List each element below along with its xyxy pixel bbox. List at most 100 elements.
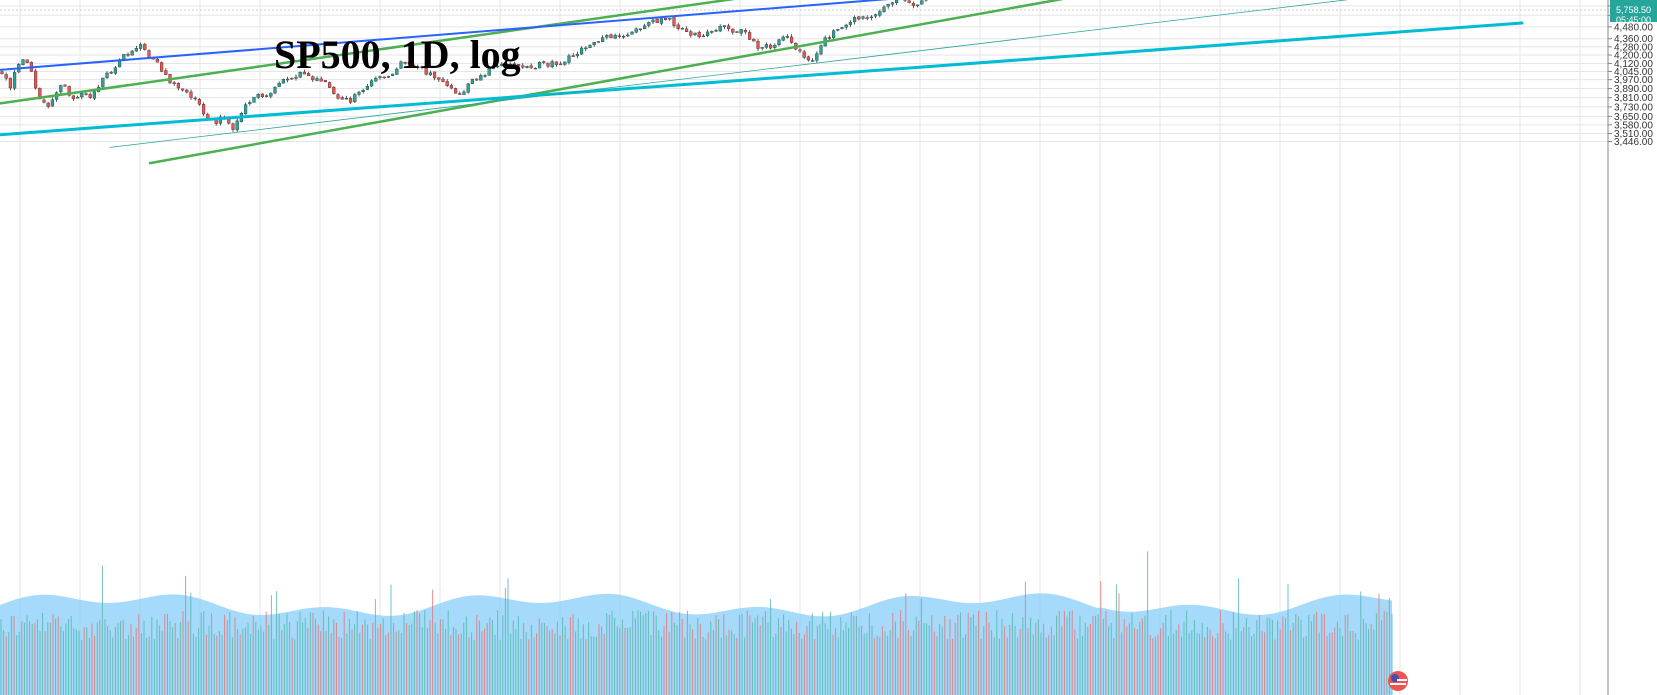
candle-body [332,87,336,95]
candle-body [571,55,575,57]
candle-body [563,61,567,65]
candle-body [668,18,672,20]
candle-body [890,2,894,5]
candle-body [777,39,781,46]
candle-body [113,67,117,74]
candle-body [697,32,701,37]
candle-body [105,72,109,79]
candle-body [504,63,508,66]
candle-body [714,30,718,32]
candle-body [689,31,693,36]
candle-body [853,17,857,23]
candle-body [781,36,785,41]
candle-body [433,71,437,79]
candle-body [706,31,710,36]
price-tick-label: 4,280.00 [1614,42,1653,53]
candle-body [718,26,722,32]
candle-body [638,28,642,30]
candle-body [193,97,197,100]
candle-body [134,48,138,52]
candle-body [12,72,17,89]
candle-body [340,97,344,100]
candle-body [878,11,882,16]
candle-body [42,99,46,103]
candle-body [180,88,185,91]
candle-body [907,0,911,3]
candle-body [454,88,458,94]
price-tick-label: 4,045.00 [1614,67,1653,78]
candle-body [101,77,105,88]
candle-body [197,99,201,105]
candle-body [231,123,235,130]
candle-body [172,82,176,84]
candle-body [147,50,151,58]
candle-body [731,28,735,33]
candle-body [727,25,731,29]
price-tick-label: 3,446.00 [1614,137,1653,148]
candle-body [386,76,390,78]
candle-body [248,102,252,104]
candle-body [63,84,67,87]
candle-body [441,78,445,82]
candle-body [617,35,621,38]
candle-body [176,82,180,89]
volume-histogram [0,551,1393,695]
candle-body [554,61,558,65]
price-tick-label: 4,120.00 [1614,59,1653,70]
candle-body [567,55,571,63]
candle-body [420,66,424,68]
candle-body [475,78,479,81]
candle-body [832,30,836,38]
price-tick-label: 3,650.00 [1614,112,1653,123]
trendline [148,0,1064,165]
candle-body [294,76,298,79]
candle-body [34,70,38,89]
candle-body [412,64,416,68]
candle-body [319,78,323,82]
candle-body [277,82,281,87]
price-tick-label: 3,580.00 [1614,120,1653,131]
candle-body [424,67,428,75]
candle-body [130,50,134,56]
candle-body [811,60,815,62]
candle-body [155,58,159,63]
candle-body [235,120,239,131]
candle-body [395,68,399,75]
candle-body [286,78,290,81]
candle-body [861,16,865,19]
last-price-badge [1610,0,1657,22]
candle-body [857,16,861,20]
candle-body [487,68,491,76]
candle-body [483,75,487,77]
candle-body [281,78,285,84]
candle-body [407,61,411,65]
candle-body [634,28,638,33]
flag-stripe-icon [1390,683,1406,685]
candle-body [0,71,4,75]
candle-body [21,59,25,66]
price-tick-label: 3,730.00 [1614,102,1653,113]
candle-body [840,27,844,29]
candle-body [601,37,605,42]
flag-badge[interactable] [1388,671,1408,691]
candle-body [500,63,504,66]
last-price-value: 5,758.50 [1616,5,1651,15]
candle-body [25,59,29,63]
candle-body [517,64,521,66]
candle-body [437,77,441,80]
price-axis[interactable]: 5,500.005,400.005,300.005,200.005,100.00… [1607,0,1657,695]
flag-stripe-icon [1397,679,1407,681]
candle-body [802,51,806,58]
candle-body [344,97,348,100]
candle-body [735,31,739,33]
candle-body [920,0,924,5]
candle-body [328,82,332,88]
trendline [0,0,889,71]
candle-body [138,44,143,49]
candle-body [525,65,529,68]
candle-body [445,81,449,86]
candle-body [391,73,395,76]
candle-body [773,45,777,48]
